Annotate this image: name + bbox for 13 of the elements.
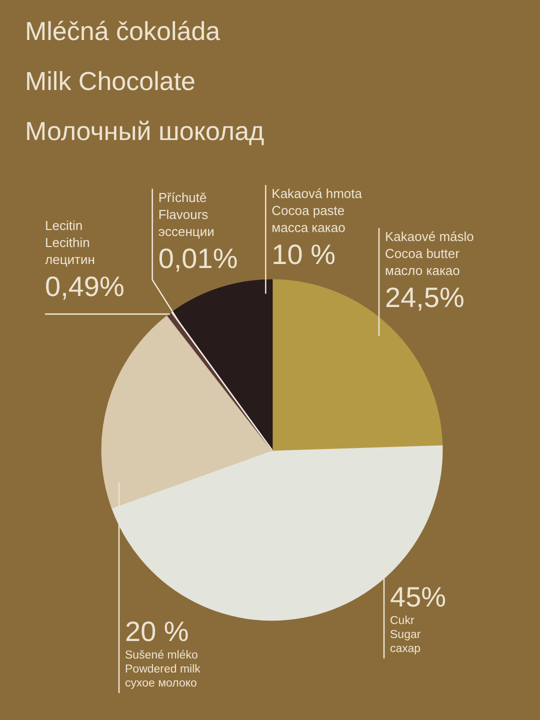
slice-label: Příchutě Flavours эссенции — [158, 190, 214, 239]
slice-label: Kakaová hmota Cocoa paste масса какао — [272, 186, 363, 235]
slice-label: Sušené mléko Powdered milk сухое молоко — [125, 650, 201, 690]
slice-label: Kakaové máslo Cocoa butter масло какао — [385, 228, 474, 278]
data-label: 20 % — [125, 616, 189, 648]
chart-title: Mléčná čokoláda Milk Chocolate Молочный шоколад — [25, 16, 264, 146]
data-label: 24,5% — [385, 282, 464, 313]
data-label: 45% — [390, 581, 446, 612]
data-label: 0,49% — [45, 271, 124, 302]
slice-label: Lecitin Lecithin лецитин — [45, 218, 95, 268]
data-label: 0,01% — [158, 242, 238, 274]
data-label: 10 % — [272, 239, 336, 270]
slice-label: Cukr Sugar сахар — [390, 614, 421, 655]
